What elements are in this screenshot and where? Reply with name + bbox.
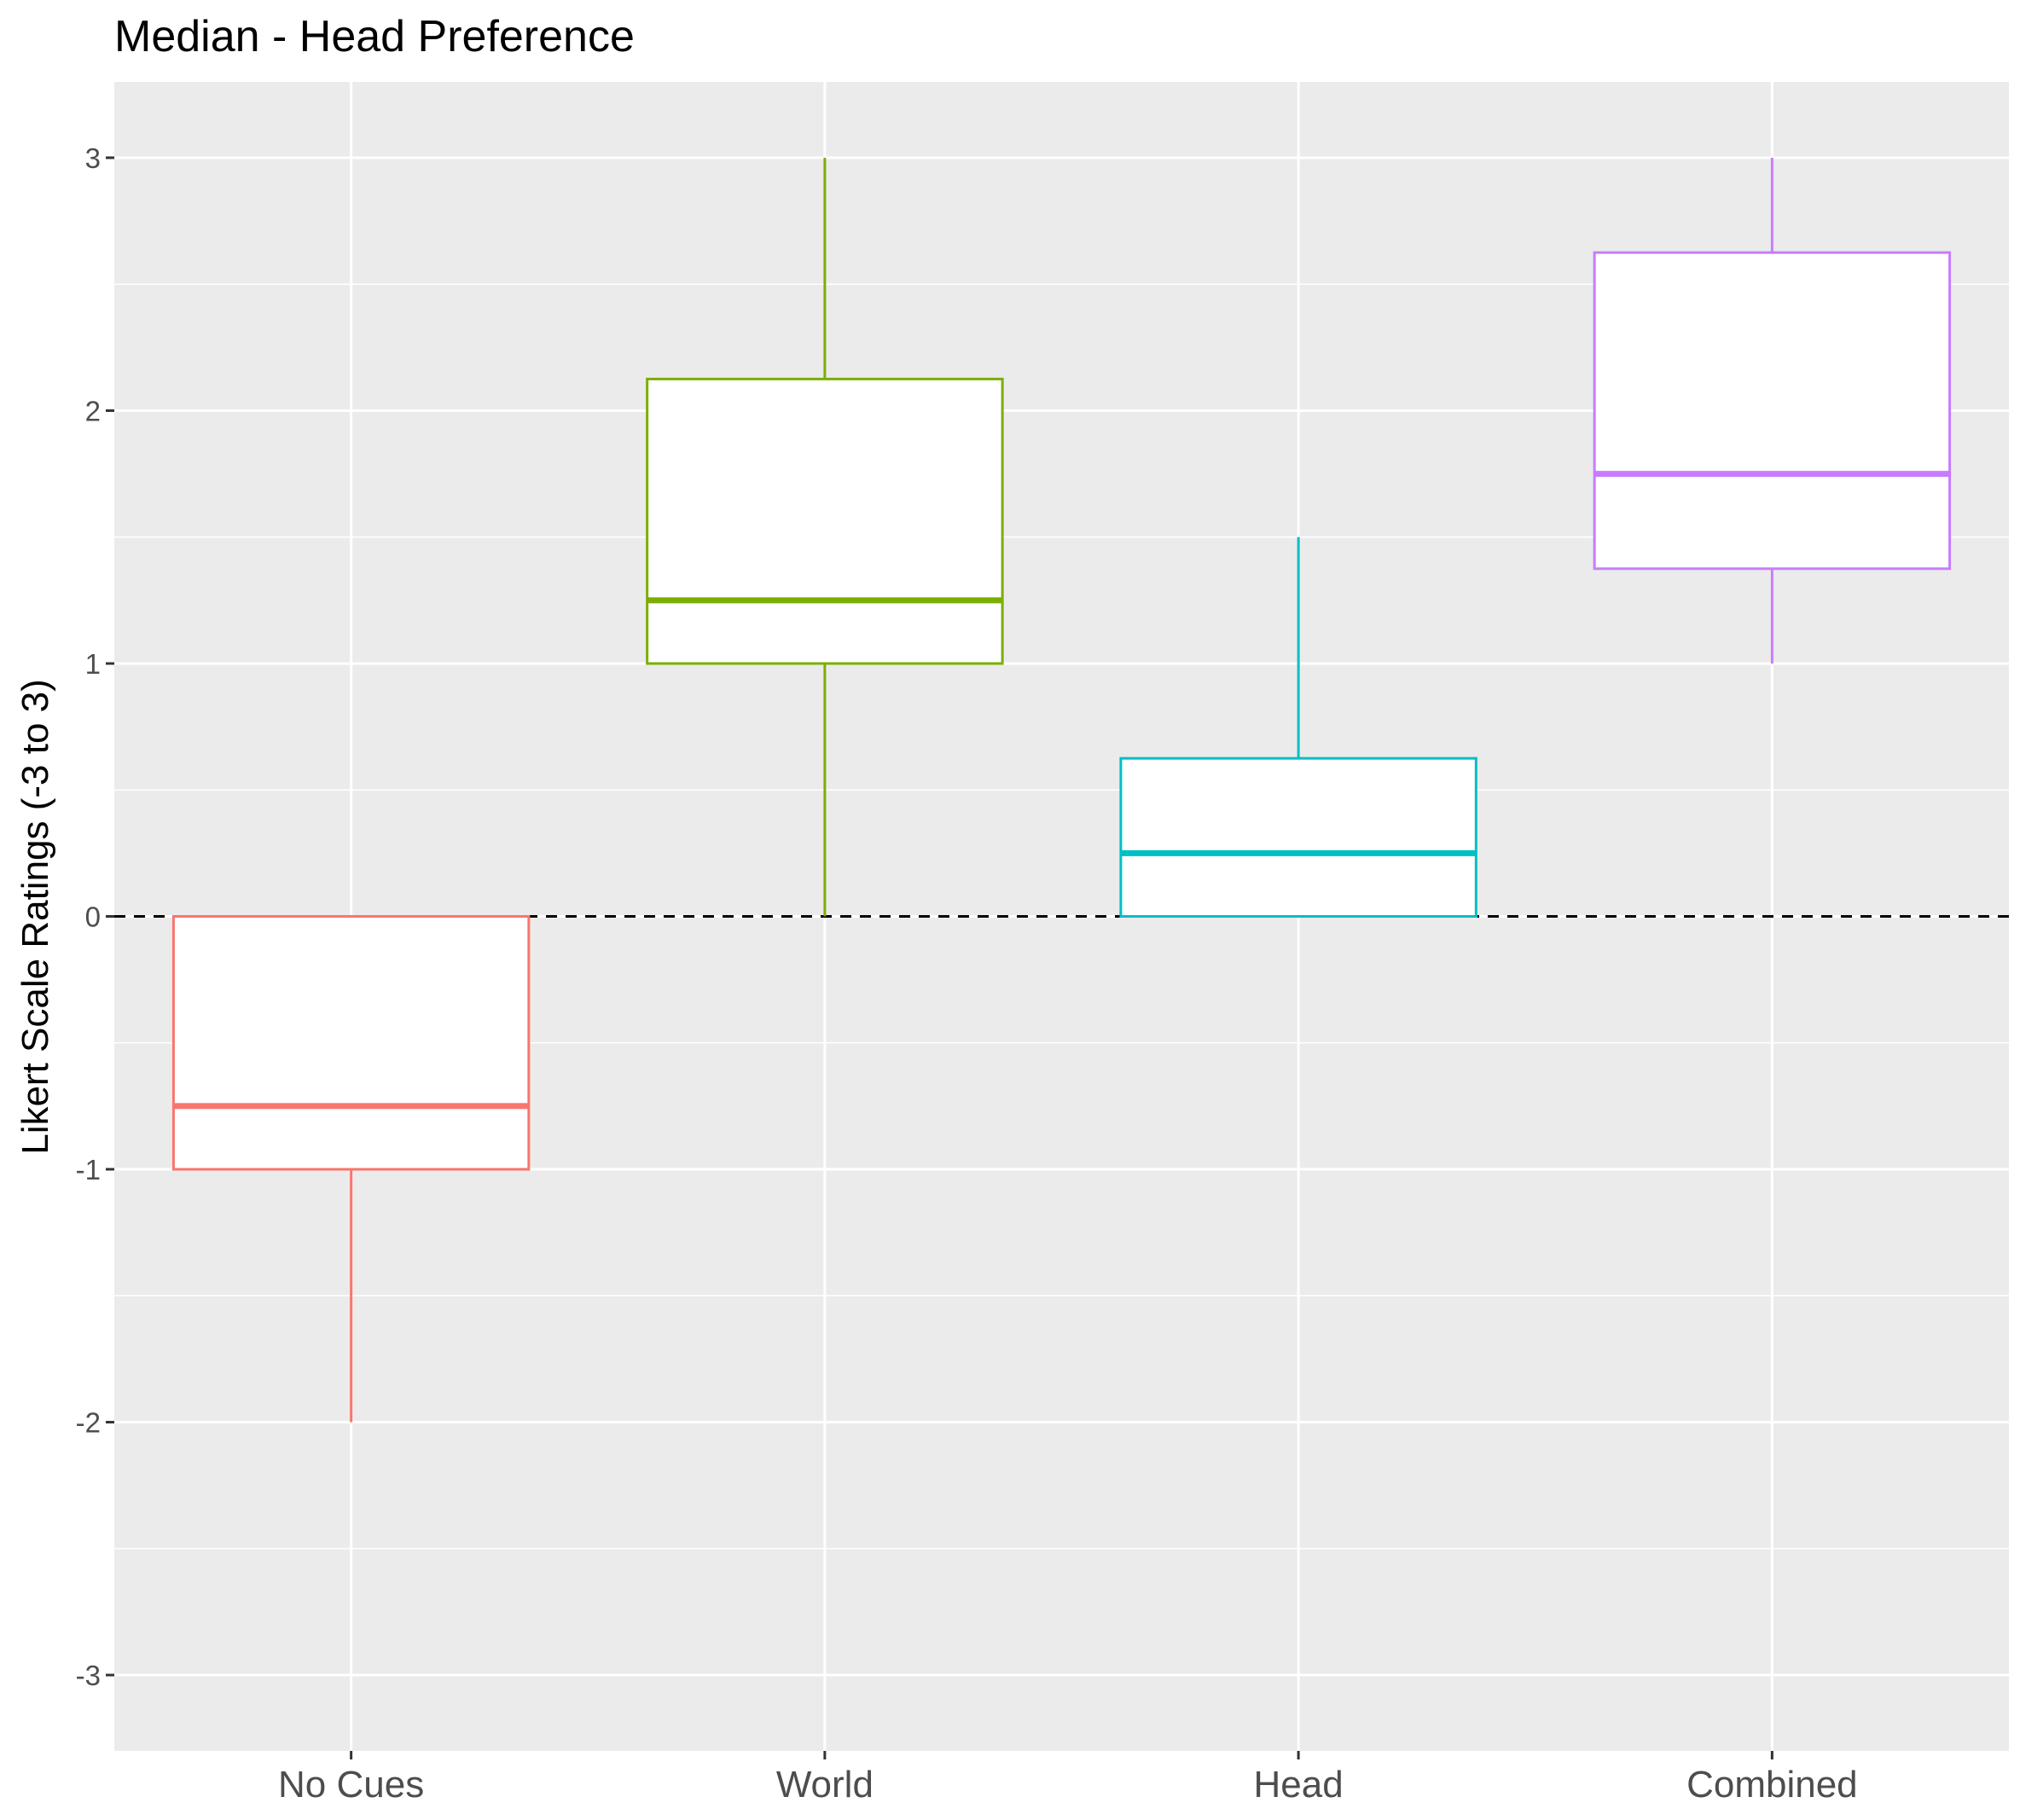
y-tick-label: 2: [85, 395, 101, 426]
y-axis-label: Likert Scale Ratings (-3 to 3): [15, 679, 56, 1155]
y-tick-label: 3: [85, 142, 101, 174]
y-tick-label: 0: [85, 901, 101, 933]
box-head: [1119, 536, 1477, 919]
y-tick-label: -3: [76, 1660, 101, 1691]
box-combined: [1593, 157, 1952, 664]
box-iqr: [1119, 756, 1477, 919]
box-no-cues: [171, 915, 531, 1423]
x-tick-label: No Cues: [278, 1764, 424, 1806]
y-axis: 3 2 1 0 -1 -2 -3: [76, 142, 114, 1691]
y-tick-label: 1: [85, 648, 101, 680]
box-iqr: [171, 915, 531, 1171]
boxes: [171, 157, 1952, 1423]
y-tick-label: -2: [76, 1407, 101, 1439]
box-iqr: [1593, 251, 1952, 571]
box-world: [646, 157, 1004, 917]
x-axis: No Cues World Head Combined: [278, 1751, 1858, 1806]
x-tick-label: Head: [1254, 1764, 1344, 1806]
chart-title: Median - Head Preference: [114, 12, 635, 61]
box-iqr: [646, 377, 1004, 665]
x-tick-label: Combined: [1686, 1764, 1858, 1806]
y-tick-label: -1: [76, 1154, 101, 1185]
x-tick-label: World: [776, 1764, 874, 1806]
